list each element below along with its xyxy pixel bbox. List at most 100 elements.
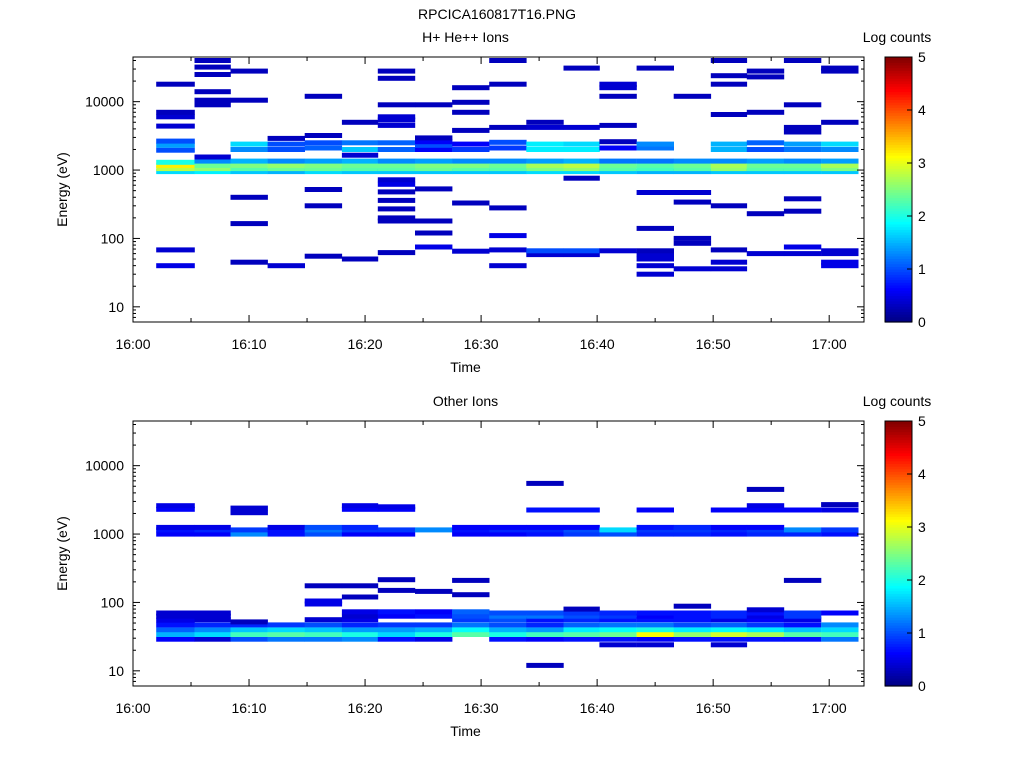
colorbar-band [885,508,912,512]
colorbar-band [885,503,912,507]
heatmap-cell [377,609,416,615]
colorbar-band [885,157,912,161]
heatmap-cell [377,577,416,583]
chart-1-title: Other Ions [433,393,498,409]
colorbar-band [885,213,912,217]
colorbar-band [885,463,912,467]
heatmap-cell [230,166,268,172]
heatmap-cell [156,627,195,633]
colorbar-band [885,680,912,684]
colorbar-band [885,558,912,563]
colorbar-band [885,192,912,196]
colorbar-band [885,500,912,504]
heatmap-cell [526,147,564,152]
colorbar-band [885,630,912,634]
heatmap-cell [194,158,231,164]
heatmap-cell [746,166,785,172]
colorbar-band [885,455,912,459]
colorbar-band [885,133,912,138]
heatmap-cell [599,158,637,164]
heatmap-cell [710,524,748,530]
chart-1-frame [132,420,865,687]
heatmap-cell [304,133,343,138]
heatmap-cell [636,627,674,633]
heatmap-cell [636,636,674,642]
heatmap-cell [563,124,600,130]
heatmap-cell [563,147,600,152]
heatmap-cell [156,503,195,509]
chart-0-colorbar: 0 1 2 3 4 5 [884,49,926,330]
colorbar-band [885,646,912,650]
colorbar-band [885,202,912,206]
colorbar-band [885,521,912,525]
colorbar-band [885,274,912,278]
heatmap-cell [377,250,416,256]
panel-h-he-ions: 16:00 16:10 16:20 16:30 16:40 16:50 17:0010100… [54,29,931,375]
heatmap-cell [821,158,859,164]
heatmap-cell [377,181,416,187]
colorbar-band [885,250,912,254]
colorbar-band [885,640,912,645]
x-tick-label: 16:30 [464,700,499,716]
colorbar-band [885,107,912,111]
heatmap-cell [673,162,712,168]
heatmap-cell [452,524,490,530]
heatmap-cell [194,64,231,70]
heatmap-cell [821,622,859,628]
heatmap-cell [341,503,379,509]
x-tick-label: 16:40 [580,700,615,716]
y-tick-label: 10000 [85,458,124,474]
heatmap-cell [489,632,527,637]
heatmap-cell [673,617,712,623]
heatmap-cell [452,85,490,91]
figure-title: RPCICA160817T16.PNG [418,6,576,22]
heatmap-cell [267,162,305,168]
heatmap-cell [156,138,195,144]
colorbar-band [885,619,912,623]
heatmap-cell [746,140,785,146]
heatmap-cell [156,166,195,172]
heatmap-cell [636,524,674,530]
heatmap-cell [673,622,712,628]
heatmap-cell [489,531,527,537]
heatmap-cell [563,141,600,147]
colorbar-band [885,601,912,605]
heatmap-cell [489,610,527,616]
colorbar-band [885,585,912,589]
heatmap-cell [526,169,564,175]
heatmap-cell [673,632,712,637]
heatmap-cell [452,162,490,168]
heatmap-cell [452,577,490,583]
heatmap-cell [526,524,564,530]
colorbar-tick-label: 3 [918,519,926,535]
heatmap-cell [710,141,748,147]
heatmap-cell [452,622,490,628]
colorbar-band [885,460,912,464]
colorbar-band [885,574,912,578]
heatmap-cell [194,617,231,623]
heatmap-cell [489,58,527,63]
heatmap-cell [156,109,195,115]
y-tick-label: 100 [101,594,125,610]
colorbar-band [885,200,912,204]
colorbar-band [885,431,912,435]
heatmap-cell [636,613,674,619]
heatmap-cell [599,93,637,99]
heatmap-cell [377,169,416,175]
heatmap-cell [194,58,231,63]
heatmap-cell [415,142,453,148]
heatmap-cell [821,507,859,513]
heatmap-cell [377,218,416,224]
heatmap-cell [489,145,527,151]
heatmap-cell [230,632,268,637]
heatmap-cell [710,507,748,513]
heatmap-cell [599,85,637,91]
colorbar-band [885,86,912,90]
heatmap-cell [636,169,674,175]
colorbar-band [885,263,912,267]
heatmap-cell [377,166,416,172]
colorbar-band [885,295,912,299]
y-tick-label: 100 [101,230,125,246]
heatmap-cell [415,139,453,145]
